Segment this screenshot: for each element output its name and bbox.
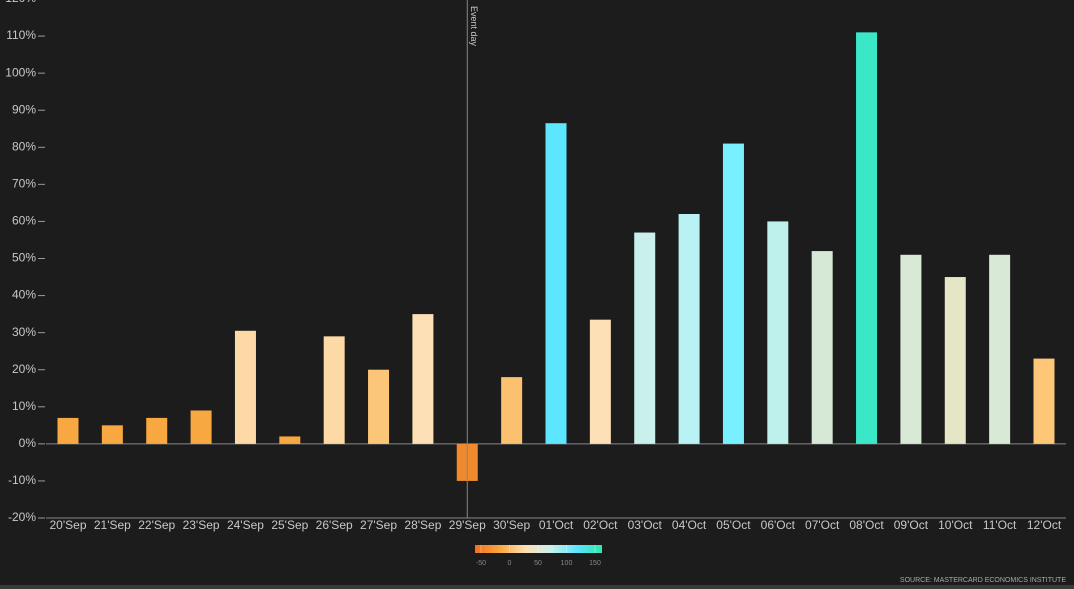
y-tick-label: 70%	[12, 177, 36, 191]
x-tick-label: 02'Oct	[583, 518, 618, 532]
colorbar-tick-label: -50	[476, 560, 486, 567]
bar	[368, 369, 390, 444]
bar	[234, 330, 256, 444]
x-tick-label: 27'Sep	[360, 518, 397, 532]
y-tick-label: 30%	[12, 325, 36, 339]
bar	[900, 254, 922, 444]
x-tick-label: 23'Sep	[183, 518, 220, 532]
bar	[989, 254, 1011, 444]
bar	[190, 410, 212, 444]
bottom-border	[0, 585, 1074, 589]
x-tick-label: 08'Oct	[849, 518, 884, 532]
y-tick-label: 80%	[12, 139, 36, 153]
x-tick-label: 01'Oct	[539, 518, 574, 532]
bar	[323, 336, 345, 444]
y-tick-label: 110%	[6, 28, 36, 42]
y-tick-label: 60%	[12, 214, 36, 228]
colorbar-tick-label: 0	[508, 560, 512, 567]
x-tick-label: 25'Sep	[271, 518, 308, 532]
y-tick-label: 20%	[12, 362, 36, 376]
colorbar-tick-label: 150	[589, 560, 601, 567]
bar	[856, 32, 878, 444]
bar	[944, 277, 966, 444]
x-tick-label: 05'Oct	[716, 518, 751, 532]
x-tick-label: 10'Oct	[938, 518, 973, 532]
bar	[57, 417, 79, 444]
x-tick-label: 26'Sep	[316, 518, 353, 532]
x-tick-label: 24'Sep	[227, 518, 264, 532]
bar	[412, 314, 434, 444]
bar	[501, 377, 523, 444]
bar	[722, 143, 744, 444]
y-tick-label: -20%	[8, 510, 36, 524]
colorbar-tick-label: 50	[534, 560, 542, 567]
x-tick-label: 30'Sep	[493, 518, 530, 532]
colorbar-tick-label: 100	[561, 560, 573, 567]
bar	[146, 417, 168, 444]
x-tick-label: 07'Oct	[805, 518, 840, 532]
bar	[1033, 358, 1055, 444]
x-tick-label: 29'Sep	[449, 518, 486, 532]
y-tick-label: 40%	[12, 288, 36, 302]
bar	[545, 123, 567, 444]
x-tick-label: 21'Sep	[94, 518, 131, 532]
event-label: Event day	[469, 6, 479, 47]
y-tick-label: -10%	[8, 473, 36, 487]
y-tick-label: 50%	[12, 251, 36, 265]
x-tick-label: 12'Oct	[1027, 518, 1062, 532]
y-tick-label: 10%	[12, 399, 36, 413]
bar	[634, 232, 656, 444]
x-tick-label: 06'Oct	[761, 518, 796, 532]
y-tick-label: 100%	[5, 65, 36, 79]
bar	[678, 214, 700, 444]
y-tick-label: 120%	[5, 0, 36, 5]
y-tick-label: 90%	[12, 102, 36, 116]
source: SOURCE: MASTERCARD ECONOMICS INSTITUTE	[900, 577, 1066, 584]
x-tick-label: 09'Oct	[894, 518, 929, 532]
bar	[279, 436, 301, 444]
x-tick-label: 04'Oct	[672, 518, 707, 532]
bar	[767, 221, 789, 444]
x-tick-label: 03'Oct	[628, 518, 663, 532]
bar	[811, 251, 833, 444]
y-tick-label: 0%	[19, 436, 37, 450]
x-tick-label: 11'Oct	[983, 518, 1017, 532]
colorbar	[475, 545, 602, 553]
x-tick-label: 22'Sep	[138, 518, 175, 532]
x-tick-label: 28'Sep	[404, 518, 441, 532]
bar	[589, 319, 611, 444]
x-tick-label: 20'Sep	[50, 518, 87, 532]
bar	[101, 425, 123, 444]
